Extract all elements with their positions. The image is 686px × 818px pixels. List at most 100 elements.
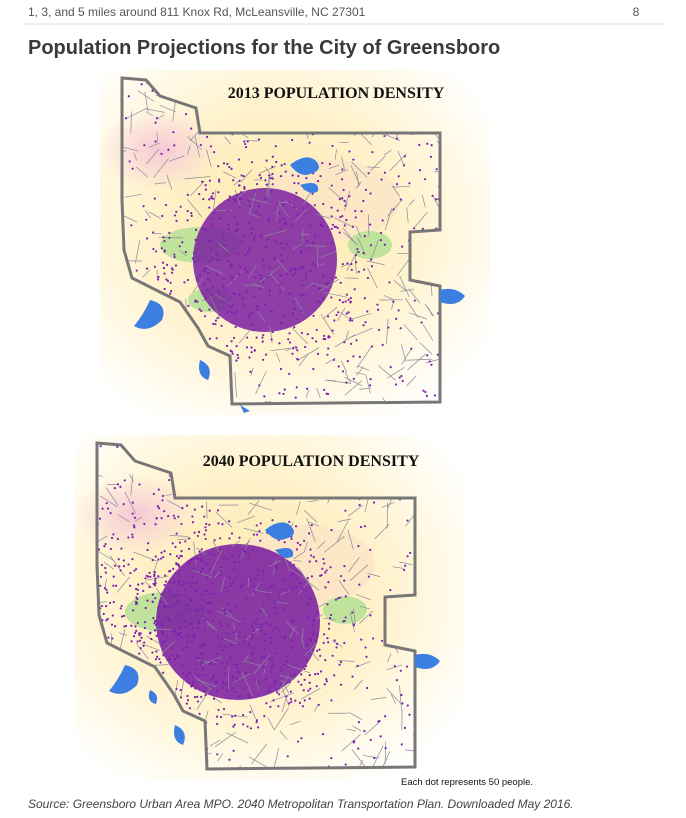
dot <box>308 141 311 144</box>
dot <box>187 681 190 684</box>
dot <box>303 539 306 542</box>
dot <box>294 699 297 702</box>
tract-line <box>187 198 203 218</box>
dot <box>191 635 194 638</box>
dot <box>260 623 263 626</box>
dot <box>352 377 355 380</box>
dot <box>288 681 291 684</box>
dot <box>395 317 398 321</box>
dot <box>283 635 287 638</box>
dot <box>335 646 338 649</box>
tract-line <box>145 148 160 165</box>
dot <box>98 517 102 520</box>
dot <box>292 572 295 575</box>
dot <box>346 360 349 363</box>
dot <box>264 666 267 669</box>
dot <box>161 630 164 634</box>
dot <box>230 340 233 343</box>
tract-line <box>408 288 421 304</box>
dot <box>145 218 148 221</box>
dot <box>311 337 314 340</box>
dot <box>370 265 374 268</box>
dot <box>207 610 210 614</box>
dot <box>137 632 141 635</box>
dot <box>197 557 200 561</box>
dot <box>327 581 330 584</box>
dot <box>247 199 250 203</box>
dot <box>293 205 296 209</box>
dot <box>186 694 189 698</box>
dot <box>175 532 178 535</box>
tract-line <box>99 495 118 508</box>
dot <box>271 330 274 334</box>
dot <box>179 205 182 208</box>
dot <box>218 592 221 595</box>
dot <box>194 590 197 593</box>
dot <box>105 605 108 608</box>
tract-line <box>406 207 409 223</box>
dot <box>215 681 219 684</box>
dot <box>100 563 104 567</box>
dot <box>298 268 301 271</box>
dot <box>161 499 164 502</box>
tract-line <box>304 282 314 291</box>
tract-line <box>161 641 175 654</box>
dot <box>264 179 267 182</box>
dot <box>273 600 276 603</box>
dot <box>160 517 163 520</box>
dot <box>109 547 113 550</box>
dot <box>230 306 233 309</box>
dot <box>161 494 165 498</box>
dot <box>362 251 365 255</box>
tract-line <box>293 560 302 562</box>
dot <box>343 641 346 645</box>
dot <box>278 211 281 215</box>
dot <box>213 554 216 557</box>
dot <box>251 323 254 327</box>
tract-line <box>294 297 305 315</box>
dot <box>403 155 406 158</box>
dot <box>127 95 130 98</box>
dot <box>307 689 310 692</box>
dot <box>198 621 201 625</box>
tract-line <box>387 652 392 663</box>
dot <box>132 635 136 638</box>
dot <box>306 643 309 646</box>
dot <box>180 664 183 667</box>
tract-line <box>128 474 134 482</box>
dot <box>209 239 212 243</box>
dot <box>220 565 223 569</box>
tract-line <box>341 734 361 752</box>
dot <box>155 620 158 623</box>
dot <box>394 383 398 386</box>
tract-line <box>290 568 310 583</box>
tract-line <box>144 581 153 589</box>
dot <box>237 635 241 638</box>
tract-line <box>421 194 426 208</box>
dot <box>154 140 157 143</box>
dot <box>289 269 292 272</box>
tract-line <box>356 346 372 369</box>
dot <box>232 663 235 666</box>
dot <box>364 321 367 324</box>
dot <box>406 555 409 558</box>
tract-line <box>228 666 230 690</box>
dot <box>231 352 234 355</box>
dot <box>354 209 357 213</box>
dot <box>232 280 235 283</box>
dot <box>138 483 141 486</box>
dot <box>198 193 201 196</box>
dot <box>106 617 109 621</box>
dot <box>269 177 272 180</box>
tract-line <box>319 250 337 259</box>
dot <box>428 360 431 363</box>
dot <box>201 180 204 183</box>
dot <box>294 271 297 274</box>
tract-line <box>297 347 320 361</box>
dot <box>235 310 238 313</box>
dot <box>302 207 305 210</box>
dot <box>338 198 341 201</box>
dot <box>192 567 195 571</box>
dot <box>325 680 328 683</box>
dot <box>176 600 179 603</box>
